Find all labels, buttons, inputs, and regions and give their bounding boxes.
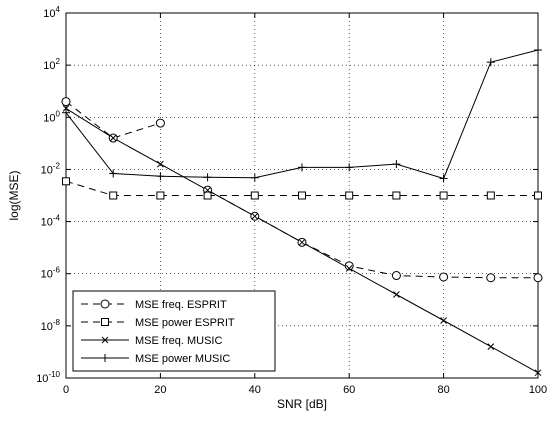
plus-marker: [203, 173, 212, 182]
plus-marker: [392, 160, 401, 169]
x-tick-label: 0: [63, 384, 69, 396]
square-marker: [101, 318, 109, 326]
square-marker: [156, 191, 165, 200]
x-marker: [204, 186, 211, 194]
legend: MSE freq. ESPRIT MSE power ESPRIT MSE freq…: [72, 290, 276, 372]
x-tick-label: 80: [437, 384, 449, 396]
x-tick-label: 40: [249, 384, 261, 396]
x-marker: [393, 291, 400, 298]
y-tick-label: 102: [43, 57, 60, 72]
x-marker: [487, 343, 495, 350]
circle-marker: [391, 271, 401, 281]
x-marker: [251, 212, 259, 220]
square-marker: [62, 177, 70, 186]
x-marker: [101, 336, 109, 344]
y-tick-label: 10-4: [41, 214, 61, 229]
x-marker: [345, 265, 353, 272]
y-tick-label: 104: [43, 5, 60, 20]
circle-marker: [100, 299, 110, 309]
square-marker: [534, 191, 542, 200]
axis-ticks: [65, 12, 539, 379]
plus-marker: [250, 173, 259, 182]
circle-marker: [155, 118, 165, 128]
plus-marker: [486, 58, 495, 67]
y-tick-label: 100: [43, 109, 60, 124]
x-marker: [534, 369, 542, 377]
square-marker: [109, 191, 118, 200]
y-tick-label: 10-6: [41, 266, 61, 281]
y-tick-label: 10-8: [41, 318, 61, 333]
legend-label-3: MSE power MUSIC: [135, 353, 230, 365]
x-tick-label: 60: [343, 384, 355, 396]
x-axis-label: SNR [dB]: [277, 397, 327, 411]
square-marker: [298, 191, 306, 200]
plus-marker: [439, 174, 448, 183]
x-tick-label: 100: [529, 384, 547, 396]
axis-tick-labels: 0 20 40 60 80 100 10-10 10-8 10-6 10-4 10-2 100 102 1…: [36, 5, 547, 396]
x-marker: [298, 238, 306, 246]
y-tick-label: 10-2: [41, 161, 61, 176]
x-tick-label: 20: [154, 384, 166, 396]
circle-marker: [344, 261, 354, 271]
plus-marker: [62, 108, 70, 117]
plus-marker: [156, 172, 165, 181]
square-marker: [439, 191, 448, 200]
x-marker: [157, 160, 164, 168]
square-marker: [486, 191, 495, 200]
plus-marker: [534, 46, 542, 55]
x-marker: [62, 105, 70, 112]
square-marker: [345, 191, 354, 200]
circle-marker: [61, 97, 71, 107]
plus-marker: [298, 163, 306, 172]
circle-marker: [439, 272, 449, 282]
plus-marker: [109, 169, 118, 178]
square-marker: [203, 191, 212, 200]
circle-marker: [533, 273, 543, 283]
x-marker: [109, 134, 117, 142]
square-marker: [250, 191, 259, 200]
legend-label-0: MSE freq. ESPRIT: [135, 299, 227, 311]
y-axis-label: log(MSE): [7, 170, 21, 220]
legend-label-2: MSE freq. MUSIC: [135, 335, 222, 347]
circle-marker: [486, 273, 496, 283]
x-marker: [440, 317, 447, 324]
plus-marker: [345, 163, 354, 172]
series-markers: [61, 46, 543, 377]
square-marker: [392, 191, 401, 200]
plus-marker: [101, 354, 109, 362]
y-tick-label: 10-10: [36, 370, 60, 385]
legend-label-1: MSE power ESPRIT: [135, 317, 235, 329]
